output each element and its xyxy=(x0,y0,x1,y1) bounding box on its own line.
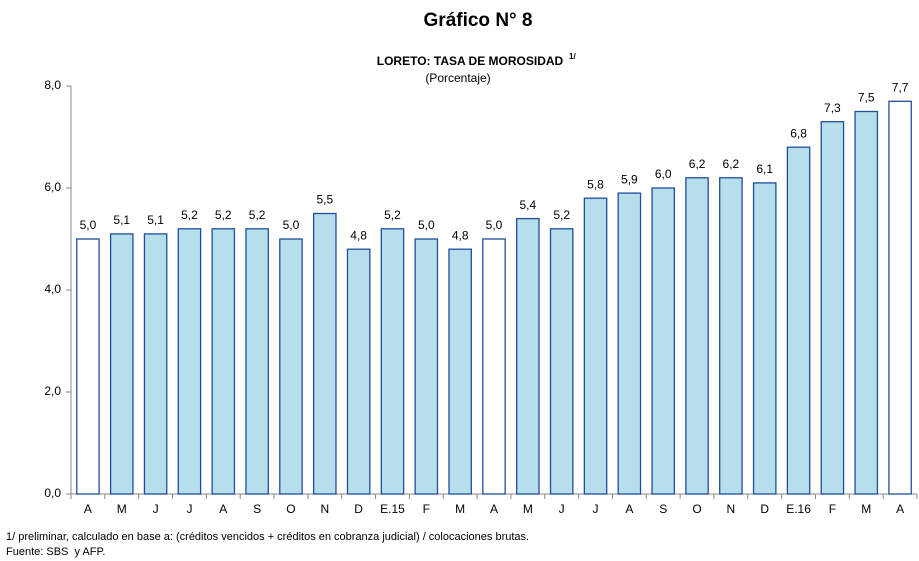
bar xyxy=(414,238,439,495)
x-tick-label: E.16 xyxy=(786,502,811,516)
value-label: 6,1 xyxy=(756,162,773,176)
x-tick-label: J xyxy=(153,502,159,516)
subtitle-note: 1/ xyxy=(569,52,576,61)
x-tick-label: A xyxy=(896,502,904,516)
value-label: 6,2 xyxy=(723,157,740,171)
value-label: 5,2 xyxy=(215,208,232,222)
value-label: 5,1 xyxy=(147,213,164,227)
bar xyxy=(685,177,709,495)
bar xyxy=(143,233,168,495)
bar xyxy=(516,217,540,495)
bar xyxy=(312,212,337,495)
x-tick-label: D xyxy=(760,502,769,516)
bar xyxy=(177,228,202,495)
bar xyxy=(380,228,405,495)
value-label: 5,8 xyxy=(587,177,604,191)
value-label: 6,8 xyxy=(790,126,807,140)
value-label: 5,0 xyxy=(283,218,300,232)
bar xyxy=(279,238,303,495)
value-label: 7,7 xyxy=(892,80,909,94)
x-tick-label: A xyxy=(490,502,498,516)
value-label: 5,0 xyxy=(486,218,503,232)
x-tick-label: E.15 xyxy=(380,502,405,516)
bar xyxy=(820,121,845,495)
value-label: 5,2 xyxy=(384,208,401,222)
bar xyxy=(752,182,777,495)
value-label: 5,5 xyxy=(316,193,333,207)
x-tick-label: J xyxy=(559,502,565,516)
x-tick-label: M xyxy=(455,502,465,516)
value-label: 4,8 xyxy=(350,228,367,242)
y-tick-label: 2,0 xyxy=(44,384,61,398)
x-tick-label: D xyxy=(354,502,363,516)
x-tick-label: S xyxy=(253,502,261,516)
footnote: Fuente: SBS y AFP. xyxy=(6,546,105,558)
x-tick-label: F xyxy=(829,502,836,516)
value-label: 6,2 xyxy=(689,157,706,171)
x-tick-label: J xyxy=(593,502,599,516)
bar xyxy=(245,228,269,495)
x-tick-label: O xyxy=(692,502,701,516)
value-label: 5,0 xyxy=(80,218,97,232)
bar xyxy=(109,233,134,495)
bar xyxy=(854,110,879,495)
bar xyxy=(651,187,676,495)
value-label: 7,3 xyxy=(824,101,841,115)
y-tick-label: 8,0 xyxy=(44,78,61,92)
unit-label: (Porcentaje) xyxy=(425,71,490,85)
x-tick-label: J xyxy=(186,502,192,516)
footnote: 1/ preliminar, calculado en base a: (cré… xyxy=(6,531,529,543)
bar xyxy=(482,238,506,495)
x-tick-label: A xyxy=(219,502,227,516)
bar xyxy=(617,192,642,495)
x-tick-label: N xyxy=(727,502,736,516)
x-tick-label: A xyxy=(625,502,633,516)
value-label: 5,2 xyxy=(181,208,198,222)
bar xyxy=(448,248,472,495)
value-label: 5,2 xyxy=(553,208,570,222)
x-tick-label: M xyxy=(117,502,127,516)
bar xyxy=(346,248,371,495)
x-tick-label: S xyxy=(659,502,667,516)
y-tick-label: 4,0 xyxy=(44,282,61,296)
bar xyxy=(888,100,912,495)
value-label: 4,8 xyxy=(452,228,469,242)
value-label: 6,0 xyxy=(655,167,672,181)
y-tick-label: 6,0 xyxy=(44,180,61,194)
bar xyxy=(719,177,743,495)
bar xyxy=(211,228,236,495)
chart-subtitle: LORETO: TASA DE MOROSIDAD xyxy=(377,54,564,68)
value-label: 7,5 xyxy=(858,91,875,105)
value-label: 5,4 xyxy=(519,198,536,212)
bar xyxy=(549,228,574,495)
bar xyxy=(786,146,811,495)
chart-title: Gráfico N° 8 xyxy=(424,10,533,31)
x-tick-label: A xyxy=(84,502,92,516)
bar xyxy=(76,238,100,495)
x-tick-label: O xyxy=(286,502,295,516)
x-tick-label: F xyxy=(423,502,430,516)
value-label: 5,9 xyxy=(621,172,638,186)
value-label: 5,0 xyxy=(418,218,435,232)
value-label: 5,1 xyxy=(113,213,130,227)
value-label: 5,2 xyxy=(249,208,266,222)
x-tick-label: M xyxy=(861,502,871,516)
y-tick-label: 0,0 xyxy=(44,486,61,500)
x-tick-label: M xyxy=(523,502,533,516)
bar xyxy=(583,197,608,495)
x-tick-label: N xyxy=(320,502,329,516)
